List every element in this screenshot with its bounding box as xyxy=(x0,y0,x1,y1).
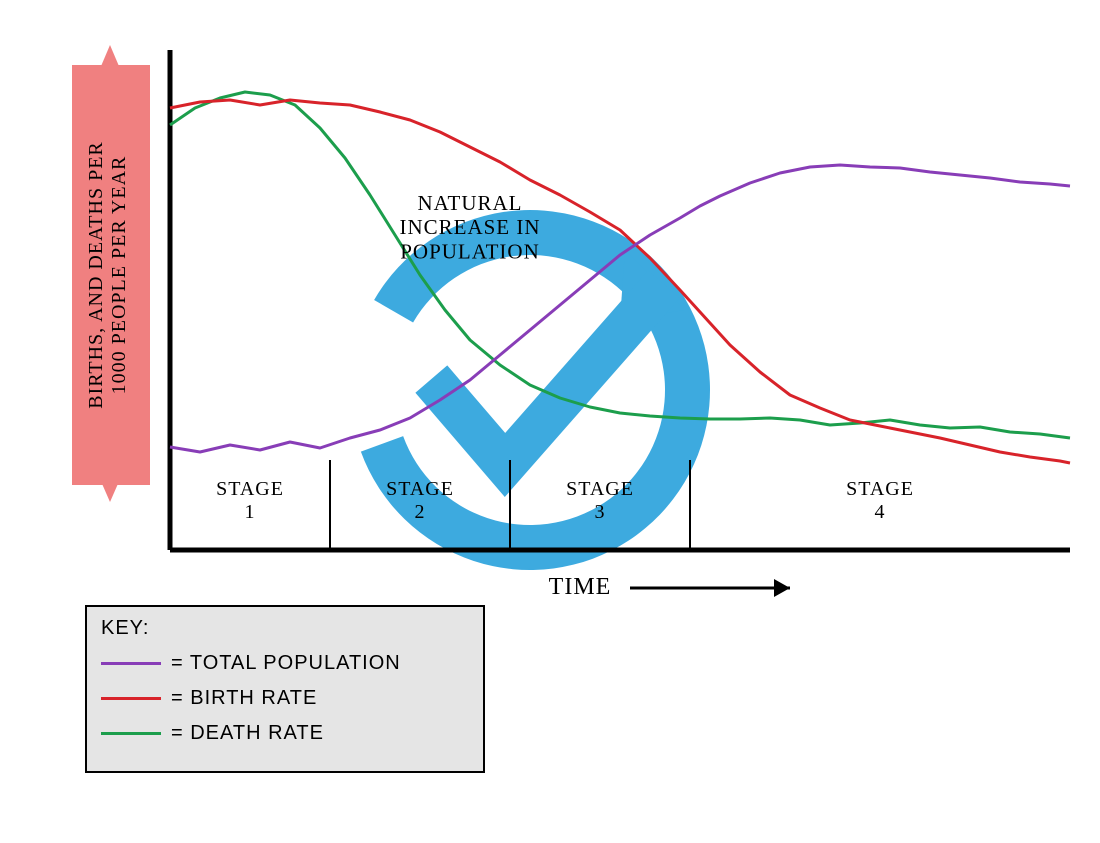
legend-row-death-rate: = DEATH RATE xyxy=(101,722,469,745)
svg-text:NATURALINCREASE INPOPULATION: NATURALINCREASE INPOPULATION xyxy=(399,191,540,263)
legend: KEY: = TOTAL POPULATION = BIRTH RATE = D… xyxy=(85,605,485,773)
svg-text:STAGE1: STAGE1 xyxy=(216,478,284,523)
legend-swatch-total-population xyxy=(101,662,161,665)
legend-label-death-rate: = DEATH RATE xyxy=(171,722,324,745)
legend-title: KEY: xyxy=(101,617,469,640)
chart-container: STAGE1STAGE2STAGE3STAGE4NATURALINCREASE … xyxy=(0,0,1100,843)
legend-label-birth-rate: = BIRTH RATE xyxy=(171,687,317,710)
legend-swatch-birth-rate xyxy=(101,697,161,700)
legend-label-total-population: = TOTAL POPULATION xyxy=(171,652,401,675)
legend-swatch-death-rate xyxy=(101,732,161,735)
legend-row-birth-rate: = BIRTH RATE xyxy=(101,687,469,710)
svg-text:STAGE4: STAGE4 xyxy=(846,478,914,523)
svg-text:BIRTHS, AND DEATHS PER1000 PEO: BIRTHS, AND DEATHS PER1000 PEOPLE PER YE… xyxy=(85,141,130,409)
svg-text:TIME: TIME xyxy=(549,574,612,600)
legend-row-total-population: = TOTAL POPULATION xyxy=(101,652,469,675)
